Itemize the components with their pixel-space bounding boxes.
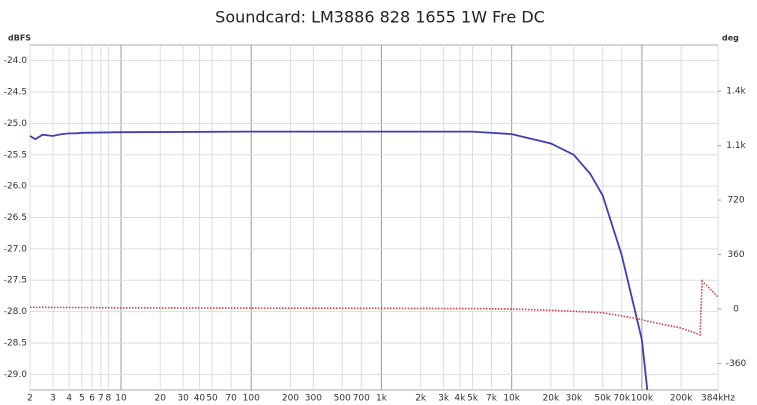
x-tick-label: 10k — [503, 394, 520, 404]
x-tick-label: 30k — [565, 394, 582, 404]
y-tick-label: -28.5 — [4, 338, 27, 348]
x-tick-label: 4 — [66, 394, 72, 404]
y-tick-label: -27.5 — [4, 276, 27, 286]
y-tick-label: -29.0 — [4, 370, 28, 380]
x-tick-label: 20k — [543, 394, 560, 404]
y2-axis-label: deg — [722, 34, 739, 43]
x-tick-label: 300 — [305, 394, 322, 404]
x-tick-label: 8 — [106, 394, 112, 404]
x-tick-label: 50k — [594, 394, 611, 404]
x-tick-label: 200 — [282, 394, 299, 404]
series-line — [29, 279, 719, 336]
y2-tick-label: 360 — [727, 250, 744, 260]
y2-tick-label: 1.1k — [726, 141, 746, 151]
x-tick-label: 200k — [670, 394, 693, 404]
y2-tick-label: 720 — [727, 196, 744, 206]
x-tick-label: 1k — [376, 394, 388, 404]
y-tick-label: -25.0 — [4, 119, 28, 129]
y-tick-label: -27.0 — [4, 244, 28, 254]
x-tick-label: 3 — [50, 394, 56, 404]
y-tick-label: -26.0 — [4, 182, 28, 192]
x-tick-label: 70 — [225, 394, 237, 404]
y2-tick-label: 0 — [733, 305, 739, 315]
x-tick-label: 50 — [206, 394, 218, 404]
x-tick-label: 40 — [194, 394, 206, 404]
x-tick-label: 100 — [243, 394, 260, 404]
y-tick-label: -24.5 — [4, 88, 27, 98]
x-tick-label: 7 — [98, 394, 104, 404]
x-tick-label: 384kHz — [701, 394, 735, 404]
x-tick-label: 700 — [353, 394, 370, 404]
x-tick-label: 7k — [486, 394, 498, 404]
y-tick-label: -24.0 — [4, 56, 28, 66]
x-tick-label: 20 — [154, 394, 166, 404]
x-tick-label: 2 — [27, 394, 33, 404]
x-tick-label: 6 — [89, 394, 95, 404]
x-tick-label: 4k — [454, 394, 466, 404]
x-tick-label: 5 — [79, 394, 85, 404]
series-line — [29, 130, 649, 391]
y-axis-label: dBFS — [8, 34, 31, 43]
x-tick-label: 500 — [334, 394, 351, 404]
y2-tick-label: -360 — [726, 359, 747, 369]
x-tick-label: 100k — [631, 394, 654, 404]
y2-tick-label: 1.4k — [726, 87, 746, 97]
y-tick-label: -25.5 — [4, 150, 27, 160]
x-tick-label: 5k — [467, 394, 479, 404]
x-tick-label: 2k — [415, 394, 427, 404]
x-tick-label: 10 — [115, 394, 127, 404]
x-tick-label: 70k — [613, 394, 630, 404]
y-tick-label: -28.0 — [4, 307, 28, 317]
x-tick-label: 3k — [438, 394, 450, 404]
chart-title: Soundcard: LM3886 828 1655 1W Fre DC — [215, 8, 545, 27]
y-tick-label: -26.5 — [4, 213, 27, 223]
x-tick-label: 30 — [177, 394, 189, 404]
